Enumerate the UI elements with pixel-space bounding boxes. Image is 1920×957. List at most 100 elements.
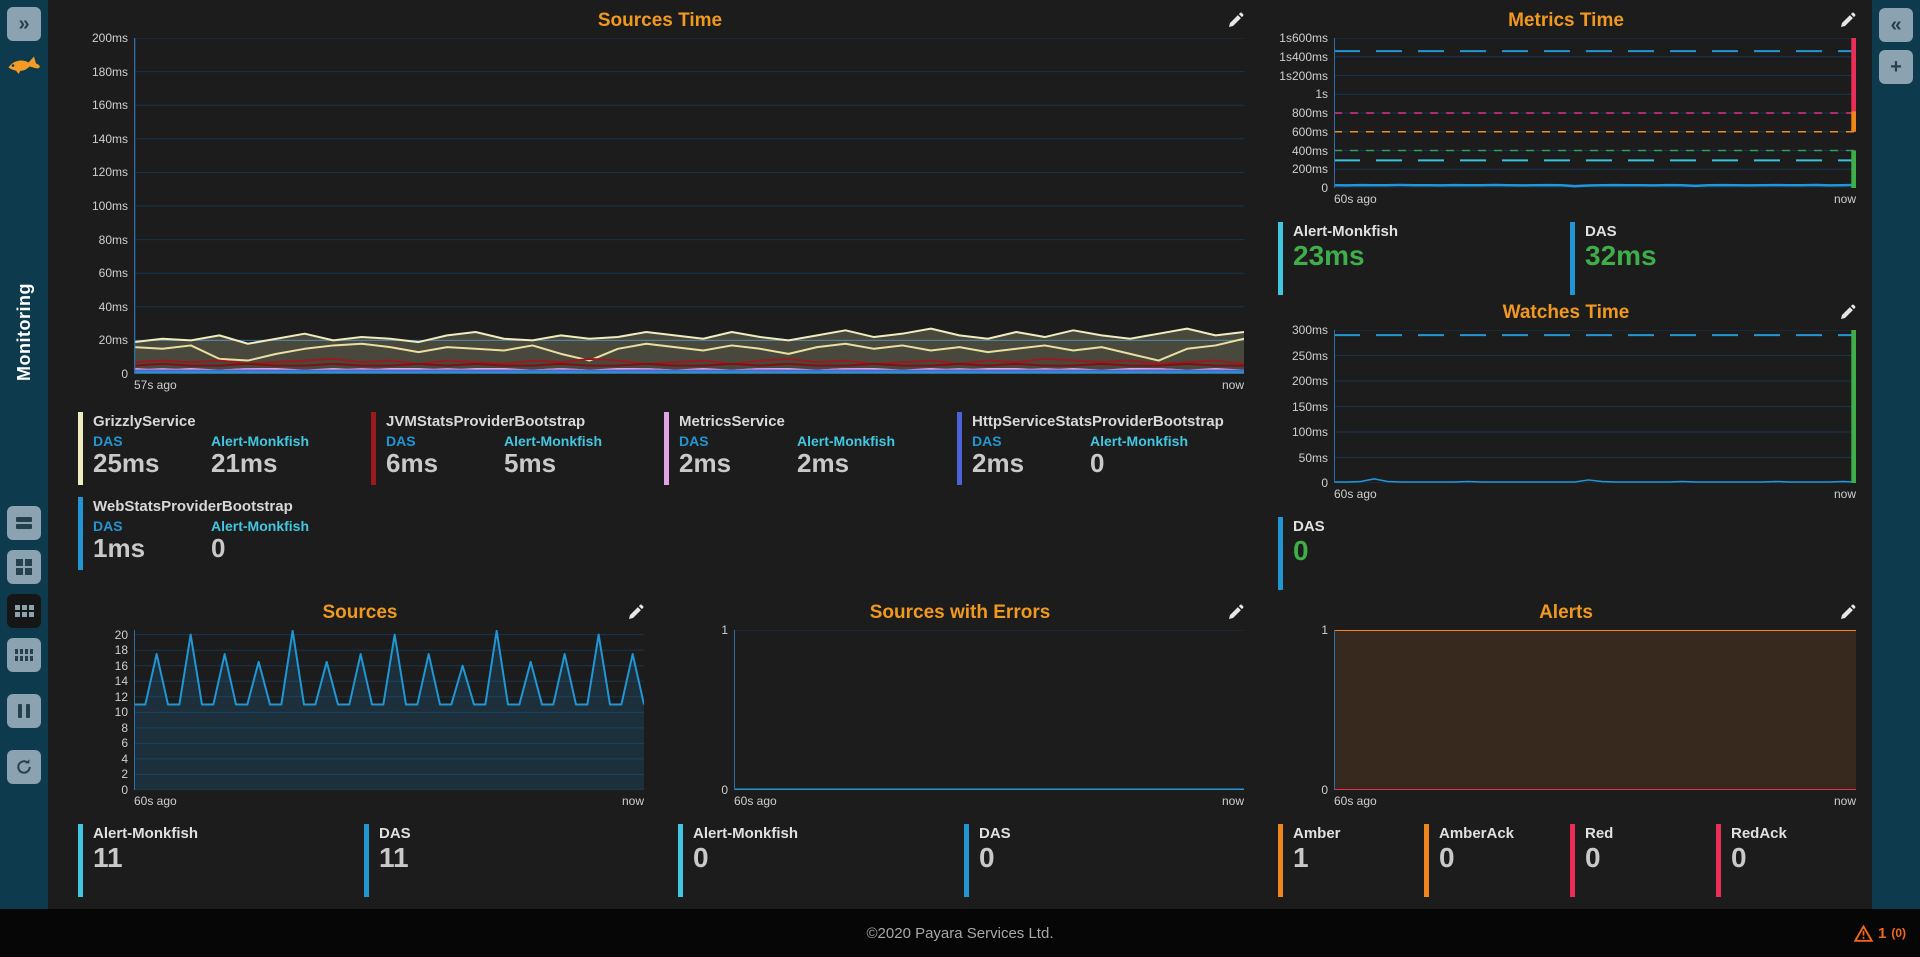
x-axis: 60s ago now [1334, 483, 1856, 505]
chart-svg [134, 38, 1244, 374]
y-tick-label: 10 [114, 705, 128, 720]
y-tick-label: 1 [1321, 623, 1328, 637]
x-axis-start-label: 60s ago [1334, 487, 1377, 501]
y-tick-label: 12 [114, 689, 128, 704]
legend-value: 21ms [211, 448, 278, 478]
legend-value: 1 [1293, 842, 1309, 873]
layout-buttons [7, 506, 41, 794]
panel-title: Sources [322, 602, 398, 623]
legend-instance-label: Alert-Monkfish [504, 433, 602, 449]
legend-instance-label: Alert-Monkfish [1293, 223, 1398, 240]
legend-value: 2ms [797, 448, 850, 478]
legend-instance-label: Alert-Monkfish [93, 825, 198, 842]
pause-button[interactable] [7, 694, 41, 728]
legend-instance-label: DAS [972, 433, 1002, 449]
add-page-button[interactable]: + [1879, 50, 1913, 84]
legend-series-title: HttpServiceStatsProviderBootstrap [972, 413, 1224, 430]
legend-value: 0 [1293, 535, 1309, 566]
legend-series-title: JVMStatsProviderBootstrap [386, 413, 586, 430]
edit-panel-button[interactable] [1226, 602, 1246, 625]
legend-item: DAS 0 [1278, 517, 1564, 590]
legend-instance-label: RedAck [1731, 825, 1787, 842]
layout-grid-4x2-button[interactable] [7, 638, 41, 672]
chart-legend: Alert-Monkfish 0 DAS 0 [678, 824, 1244, 897]
chart-legend: GrizzlyService DAS 25ms Alert-Monkfish 21ms J… [78, 412, 1244, 570]
app-title: Monitoring [13, 283, 34, 381]
legend-item: Alert-Monkfish 23ms [1278, 222, 1564, 295]
sources-time-chart: 200ms 180ms 160ms 140ms 120ms 100ms 80ms 60ms 40… [76, 31, 1244, 381]
legend-item: AmberAck 0 [1424, 824, 1564, 897]
grid-3x2-icon [14, 605, 34, 617]
edit-panel-button[interactable] [1838, 602, 1858, 625]
y-tick-label: 400ms [1291, 143, 1328, 158]
legend-instance-label: DAS [386, 433, 416, 449]
y-tick-label: 1s400ms [1279, 49, 1328, 64]
y-tick-label: 200ms [91, 31, 128, 45]
x-axis-start-label: 60s ago [734, 794, 777, 808]
legend-instance-label: Alert-Monkfish [211, 433, 309, 449]
y-tick-label: 600ms [1291, 124, 1328, 139]
legend-series-title: GrizzlyService [93, 413, 196, 430]
y-tick-label: 200ms [1291, 374, 1328, 388]
edit-panel-button[interactable] [626, 602, 646, 625]
y-tick-label: 0 [1321, 783, 1328, 797]
legend-instance-label: DAS [93, 433, 123, 449]
y-tick-label: 1 [721, 623, 728, 637]
pause-icon [18, 704, 30, 718]
legend-value: 0 [693, 842, 709, 873]
alerts-indicator[interactable]: 1 (0) [1853, 909, 1906, 957]
collapse-panel-button[interactable]: « [1879, 8, 1913, 42]
panel-sources: Sources 20 18 16 14 12 10 8 6 4 2 0 60s ago now Al… [60, 592, 660, 909]
y-axis: 20 18 16 14 12 10 8 6 4 2 0 [76, 628, 134, 797]
legend-value: 11 [93, 842, 123, 873]
legend-item: DAS 11 [364, 824, 644, 897]
y-tick-label: 2 [121, 767, 128, 782]
x-axis-start-label: 60s ago [1334, 794, 1377, 808]
pencil-icon [1841, 604, 1856, 619]
y-tick-label: 180ms [91, 64, 128, 79]
legend-value: 0 [1585, 842, 1601, 873]
warning-icon [1853, 924, 1873, 942]
layout-grid-3x2-button[interactable] [7, 594, 41, 628]
legend-instance-label: Alert-Monkfish [693, 825, 798, 842]
y-tick-label: 20ms [98, 333, 128, 348]
edit-panel-button[interactable] [1838, 10, 1858, 33]
y-tick-label: 0 [1321, 476, 1328, 490]
legend-item: DAS 0 [964, 824, 1244, 897]
x-axis-end-label: now [1833, 192, 1856, 206]
chart-svg [1334, 630, 1856, 790]
panel-title: Alerts [1539, 602, 1593, 623]
x-axis: 60s ago now [734, 790, 1244, 812]
legend-series-title: MetricsService [679, 413, 785, 430]
grid-2x2-icon [16, 559, 32, 575]
chart-svg [134, 630, 644, 790]
edit-panel-button[interactable] [1226, 10, 1246, 33]
refresh-button[interactable] [7, 750, 41, 784]
x-axis-end-label: now [1833, 487, 1856, 501]
layout-grid-2x2-button[interactable] [7, 550, 41, 584]
legend-value: 5ms [504, 448, 557, 478]
layout-rows-button[interactable] [7, 506, 41, 540]
y-tick-label: 1s [1315, 87, 1328, 102]
x-axis: 60s ago now [1334, 790, 1856, 812]
legend-instance-label: Alert-Monkfish [211, 518, 309, 534]
legend-item: Alert-Monkfish 11 [78, 824, 358, 897]
legend-value: 23ms [1293, 240, 1365, 271]
x-axis-end-label: now [1221, 378, 1244, 392]
plot-area [1334, 330, 1856, 483]
y-tick-label: 6 [121, 736, 128, 751]
payara-logo [6, 51, 42, 79]
sources-chart: 20 18 16 14 12 10 8 6 4 2 0 [76, 628, 644, 797]
y-tick-label: 150ms [1291, 399, 1328, 414]
expand-sidebar-button[interactable]: » [7, 7, 41, 41]
edit-panel-button[interactable] [1838, 302, 1858, 325]
y-tick-label: 0 [121, 367, 128, 381]
panel-title: Sources with Errors [869, 602, 1051, 623]
panel-title: Metrics Time [1508, 10, 1624, 31]
panel-sources-with-errors: Sources with Errors 1 0 60s ago now Alert… [660, 592, 1260, 909]
y-tick-label: 1s600ms [1279, 31, 1328, 45]
legend-instance-label: Alert-Monkfish [1090, 433, 1188, 449]
x-axis: 57s ago now [134, 374, 1244, 396]
legend-item: GrizzlyService DAS 25ms Alert-Monkfish 21ms [78, 412, 365, 485]
